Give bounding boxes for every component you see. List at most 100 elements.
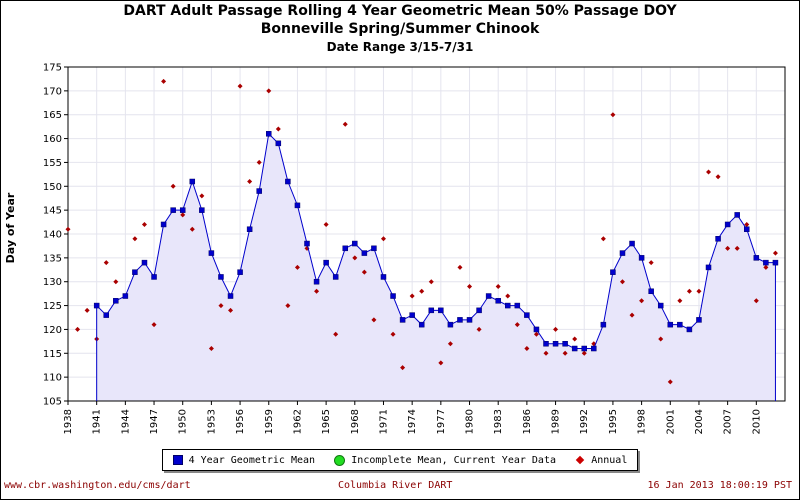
mean-point [218, 274, 224, 280]
annual-point [189, 226, 195, 232]
annual-point [667, 379, 673, 385]
annual-point [361, 269, 367, 275]
x-tick-label: 1971 [378, 409, 389, 434]
annual-point [600, 236, 606, 242]
mean-series [93, 131, 779, 401]
mean-area-fill [96, 133, 776, 402]
annual-point [476, 326, 482, 332]
mean-point [256, 188, 262, 194]
annual-point [438, 360, 444, 366]
circle-marker-icon [334, 454, 346, 466]
mean-point [696, 317, 702, 323]
mean-point [657, 302, 664, 309]
annual-point [524, 346, 530, 352]
mean-point [438, 307, 444, 314]
annual-point [151, 322, 157, 328]
x-tick-label: 1980 [465, 409, 476, 434]
annual-point [715, 174, 721, 180]
annual-point [218, 303, 224, 309]
mean-point [189, 178, 196, 185]
annual-point [581, 350, 587, 356]
annual-point [275, 126, 281, 132]
annual-point [132, 236, 138, 242]
x-tick-label: 1995 [608, 409, 619, 434]
y-tick-label: 155 [43, 158, 62, 169]
mean-point [466, 317, 473, 323]
mean-point [390, 293, 396, 299]
annual-point [696, 288, 702, 294]
mean-point [734, 212, 740, 218]
annual-point [161, 78, 167, 84]
annual-point [180, 212, 186, 218]
annual-point [686, 288, 692, 294]
mean-point [208, 250, 215, 256]
x-tick-label: 1947 [149, 409, 160, 434]
y-tick-label: 170 [43, 86, 62, 97]
annual-point [208, 346, 214, 352]
y-tick-label: 135 [43, 253, 62, 264]
annual-point [103, 260, 109, 266]
mean-point [122, 293, 129, 299]
chart-title: DART Adult Passage Rolling 4 Year Geomet… [123, 3, 677, 19]
annual-point [199, 193, 205, 199]
mean-point [352, 240, 358, 247]
annual-point [380, 236, 386, 242]
mean-point [744, 226, 750, 232]
legend-item-incomplete: Incomplete Mean, Current Year Data [334, 454, 556, 466]
annual-point [572, 336, 578, 342]
annual-point [706, 169, 712, 175]
mean-point [380, 274, 387, 280]
chart-subtitle: Bonneville Spring/Summer Chinook [260, 21, 540, 37]
mean-point [304, 240, 310, 247]
y-tick-label: 130 [43, 277, 62, 288]
mean-point [552, 340, 559, 347]
mean-point [619, 250, 626, 256]
annual-point [467, 283, 473, 289]
mean-point [93, 302, 100, 309]
mean-point [705, 264, 712, 271]
x-tick-label: 1941 [92, 409, 103, 434]
chart-svg: 105 110 115 120 125 130 135 140 145 150 155 160 165 1… [4, 63, 786, 434]
annual-point [505, 293, 511, 299]
annual-point [772, 250, 778, 256]
legend-label: Annual [591, 454, 628, 466]
mean-point [361, 250, 368, 256]
annual-point [553, 326, 559, 332]
annual-point [447, 341, 453, 347]
annual-point [75, 326, 81, 332]
x-tick-label: 2001 [665, 409, 676, 434]
mean-point [179, 207, 186, 213]
mean-point [610, 269, 616, 275]
mean-point [447, 321, 454, 328]
x-tick-label: 1998 [637, 409, 648, 434]
annual-point [514, 322, 520, 328]
mean-point [237, 269, 243, 275]
annual-point [333, 331, 339, 337]
annual-point [141, 221, 147, 227]
annual-point [371, 317, 377, 323]
annual-point [247, 179, 253, 185]
mean-point [715, 236, 721, 242]
annual-point [323, 221, 329, 227]
x-tick-label: 1989 [551, 409, 562, 434]
annual-point [400, 365, 406, 371]
x-tick-label: 1959 [264, 409, 275, 434]
annual-point [409, 293, 415, 299]
annual-point [256, 159, 262, 165]
mean-point [485, 293, 492, 299]
mean-point [132, 269, 138, 275]
mean-point [638, 255, 645, 261]
x-tick-label: 1986 [522, 409, 533, 434]
mean-point [543, 340, 549, 347]
x-tick-label: 1974 [407, 409, 418, 434]
mean-point [581, 345, 587, 352]
mean-point [151, 274, 157, 280]
date-range: Date Range 3/15-7/31 [326, 40, 474, 54]
annual-point [65, 226, 71, 232]
mean-point [772, 259, 779, 266]
x-tick-label: 1977 [436, 409, 447, 434]
y-tick-label: 165 [43, 110, 62, 121]
y-tick-label: 105 [43, 397, 62, 408]
x-tick-label: 2010 [751, 409, 762, 434]
legend-label: Incomplete Mean, Current Year Data [351, 454, 556, 466]
